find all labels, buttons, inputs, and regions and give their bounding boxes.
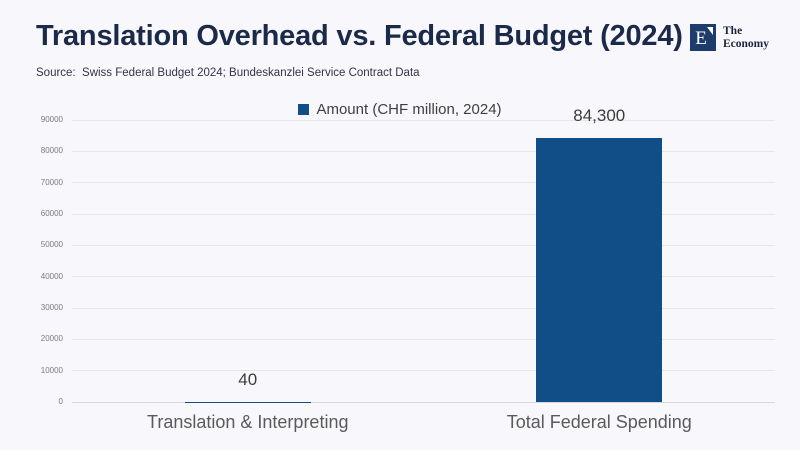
legend-label: Amount (CHF million, 2024) <box>316 101 502 118</box>
gridline <box>72 119 775 121</box>
brand-logo: E The Economy <box>690 24 769 51</box>
y-axis-tick-label: 60000 <box>40 209 63 218</box>
legend-marker-icon <box>298 104 310 115</box>
gridline <box>72 401 775 403</box>
y-axis-tick-label: 20000 <box>40 334 63 344</box>
source-note: Source: Swiss Federal Budget 2024; Bunde… <box>36 67 420 79</box>
gridline <box>72 276 775 278</box>
y-axis-tick-label: 90000 <box>40 115 63 124</box>
y-axis-tick-label: 70000 <box>40 177 63 187</box>
y-axis-tick-label: 0 <box>58 397 63 406</box>
bar <box>536 137 663 402</box>
gridline <box>72 213 775 215</box>
gridline <box>72 182 775 184</box>
gridline <box>72 338 775 340</box>
y-axis-tick-label: 30000 <box>40 303 63 312</box>
chart-title: Translation Overhead vs. Federal Budget … <box>36 20 683 52</box>
logo-fold-icon <box>707 27 713 35</box>
logo-wordmark-line1: The <box>723 25 743 38</box>
gridline <box>72 307 775 309</box>
logo-wordmark: The Economy <box>723 25 769 50</box>
y-axis-tick-label: 80000 <box>40 146 63 156</box>
gridline <box>72 370 775 372</box>
x-axis-category-label: Translation & Interpreting <box>147 412 349 432</box>
bar-value-label: 84,300 <box>573 105 626 125</box>
gridline <box>72 244 775 246</box>
chart-legend: Amount (CHF million, 2024) <box>0 101 800 118</box>
y-axis-tick-label: 40000 <box>40 271 63 281</box>
logo-letter: E <box>695 27 707 49</box>
y-axis-tick-label: 50000 <box>40 240 63 250</box>
x-axis-category-label: Total Federal Spending <box>506 412 692 432</box>
gridline <box>72 150 775 152</box>
logo-square: E <box>690 24 716 51</box>
y-axis-tick-label: 10000 <box>40 365 63 375</box>
logo-wordmark-line2: Economy <box>723 37 769 50</box>
bar-value-label: 40 <box>238 369 258 389</box>
